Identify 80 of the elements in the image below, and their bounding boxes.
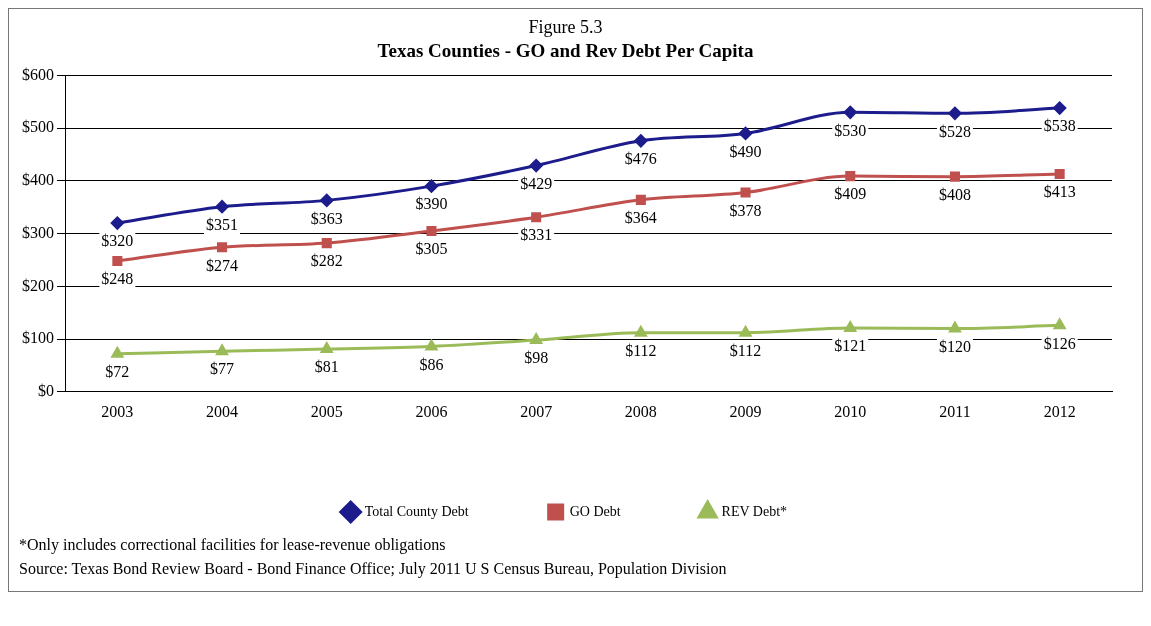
legend-label: REV Debt* (721, 503, 788, 519)
data-label: $538 (1043, 117, 1076, 135)
point (320, 193, 334, 207)
data-label: $490 (729, 142, 762, 160)
x-tick-label: 2003 (101, 402, 134, 420)
point (531, 212, 542, 223)
data-label: $86 (419, 355, 444, 373)
y-tick-label: $0 (38, 382, 54, 399)
point (740, 187, 751, 198)
data-label: $112 (625, 341, 657, 359)
data-label: $476 (624, 149, 657, 167)
point (948, 106, 962, 120)
data-label: $98 (524, 349, 549, 367)
x-tick-label: 2010 (834, 402, 867, 420)
point (320, 342, 333, 354)
data-label: $378 (729, 201, 762, 219)
data-label: $351 (206, 215, 239, 233)
x-tick-label: 2009 (729, 402, 762, 420)
data-label: $112 (729, 341, 762, 359)
point (1054, 168, 1065, 180)
point (739, 126, 753, 140)
data-label: $408 (938, 185, 971, 203)
data-label: $390 (415, 195, 448, 213)
point (110, 216, 124, 230)
y-tick-label: $400 (22, 171, 54, 189)
point (634, 134, 648, 148)
point (424, 179, 438, 193)
data-label: $81 (314, 358, 339, 376)
point (1053, 318, 1066, 330)
y-tick-label: $200 (22, 276, 54, 294)
data-label: $320 (101, 232, 134, 250)
data-label: $331 (520, 226, 553, 244)
data-label: $409 (834, 185, 867, 203)
point (217, 242, 228, 253)
x-tick-label: 2006 (415, 402, 448, 420)
point (426, 225, 437, 236)
data-label: $305 (415, 240, 448, 258)
x-tick-label: 2004 (206, 402, 239, 420)
source-note: Source: Texas Bond Review Board - Bond Finance Office; July 2011 U S Census Bureau, Population Division (19, 559, 728, 580)
x-tick-label: 2012 (1043, 402, 1076, 420)
data-label: $77 (210, 360, 235, 378)
data-label: $274 (206, 256, 239, 274)
x-tick-label: 2008 (624, 402, 657, 420)
data-label: $528 (938, 122, 971, 140)
point (949, 171, 960, 182)
legend-label: GO Debt (569, 503, 621, 519)
point (112, 255, 123, 267)
text: *Only includes correctional facilities for lease-revenue obligations (19, 535, 447, 556)
data-label: $530 (834, 121, 867, 139)
point (635, 194, 646, 205)
legend-label: Total County Debt (364, 503, 469, 519)
data-label: $364 (624, 209, 657, 227)
data-label: $72 (105, 363, 130, 381)
point (425, 339, 438, 351)
point (215, 200, 229, 214)
point (530, 333, 542, 345)
y-tick-label: $300 (22, 223, 54, 241)
y-tick-label: $600 (22, 65, 54, 83)
data-label: $413 (1043, 183, 1076, 201)
data-label: $126 (1043, 334, 1076, 352)
data-label: $363 (310, 209, 343, 227)
point (843, 105, 857, 119)
y-tick-label: $500 (22, 118, 54, 136)
point (321, 238, 332, 249)
point (845, 171, 856, 182)
x-tick-label: 2007 (520, 402, 553, 420)
chart-subtitle: Texas Counties - GO and Rev Debt Per Capita (377, 39, 754, 61)
x-tick-label: 2011 (939, 402, 971, 420)
data-label: $248 (101, 270, 134, 288)
data-label: $429 (520, 174, 553, 192)
data-label: $121 (834, 337, 867, 355)
point (529, 159, 543, 173)
point (1053, 101, 1067, 115)
y-tick-label: $100 (22, 329, 54, 347)
data-label: $120 (938, 337, 971, 355)
point (216, 344, 228, 356)
data-label: $282 (310, 252, 343, 270)
point (844, 321, 857, 332)
x-tick-label: 2005 (310, 402, 343, 420)
chart-title: Figure 5.3 (528, 16, 603, 37)
